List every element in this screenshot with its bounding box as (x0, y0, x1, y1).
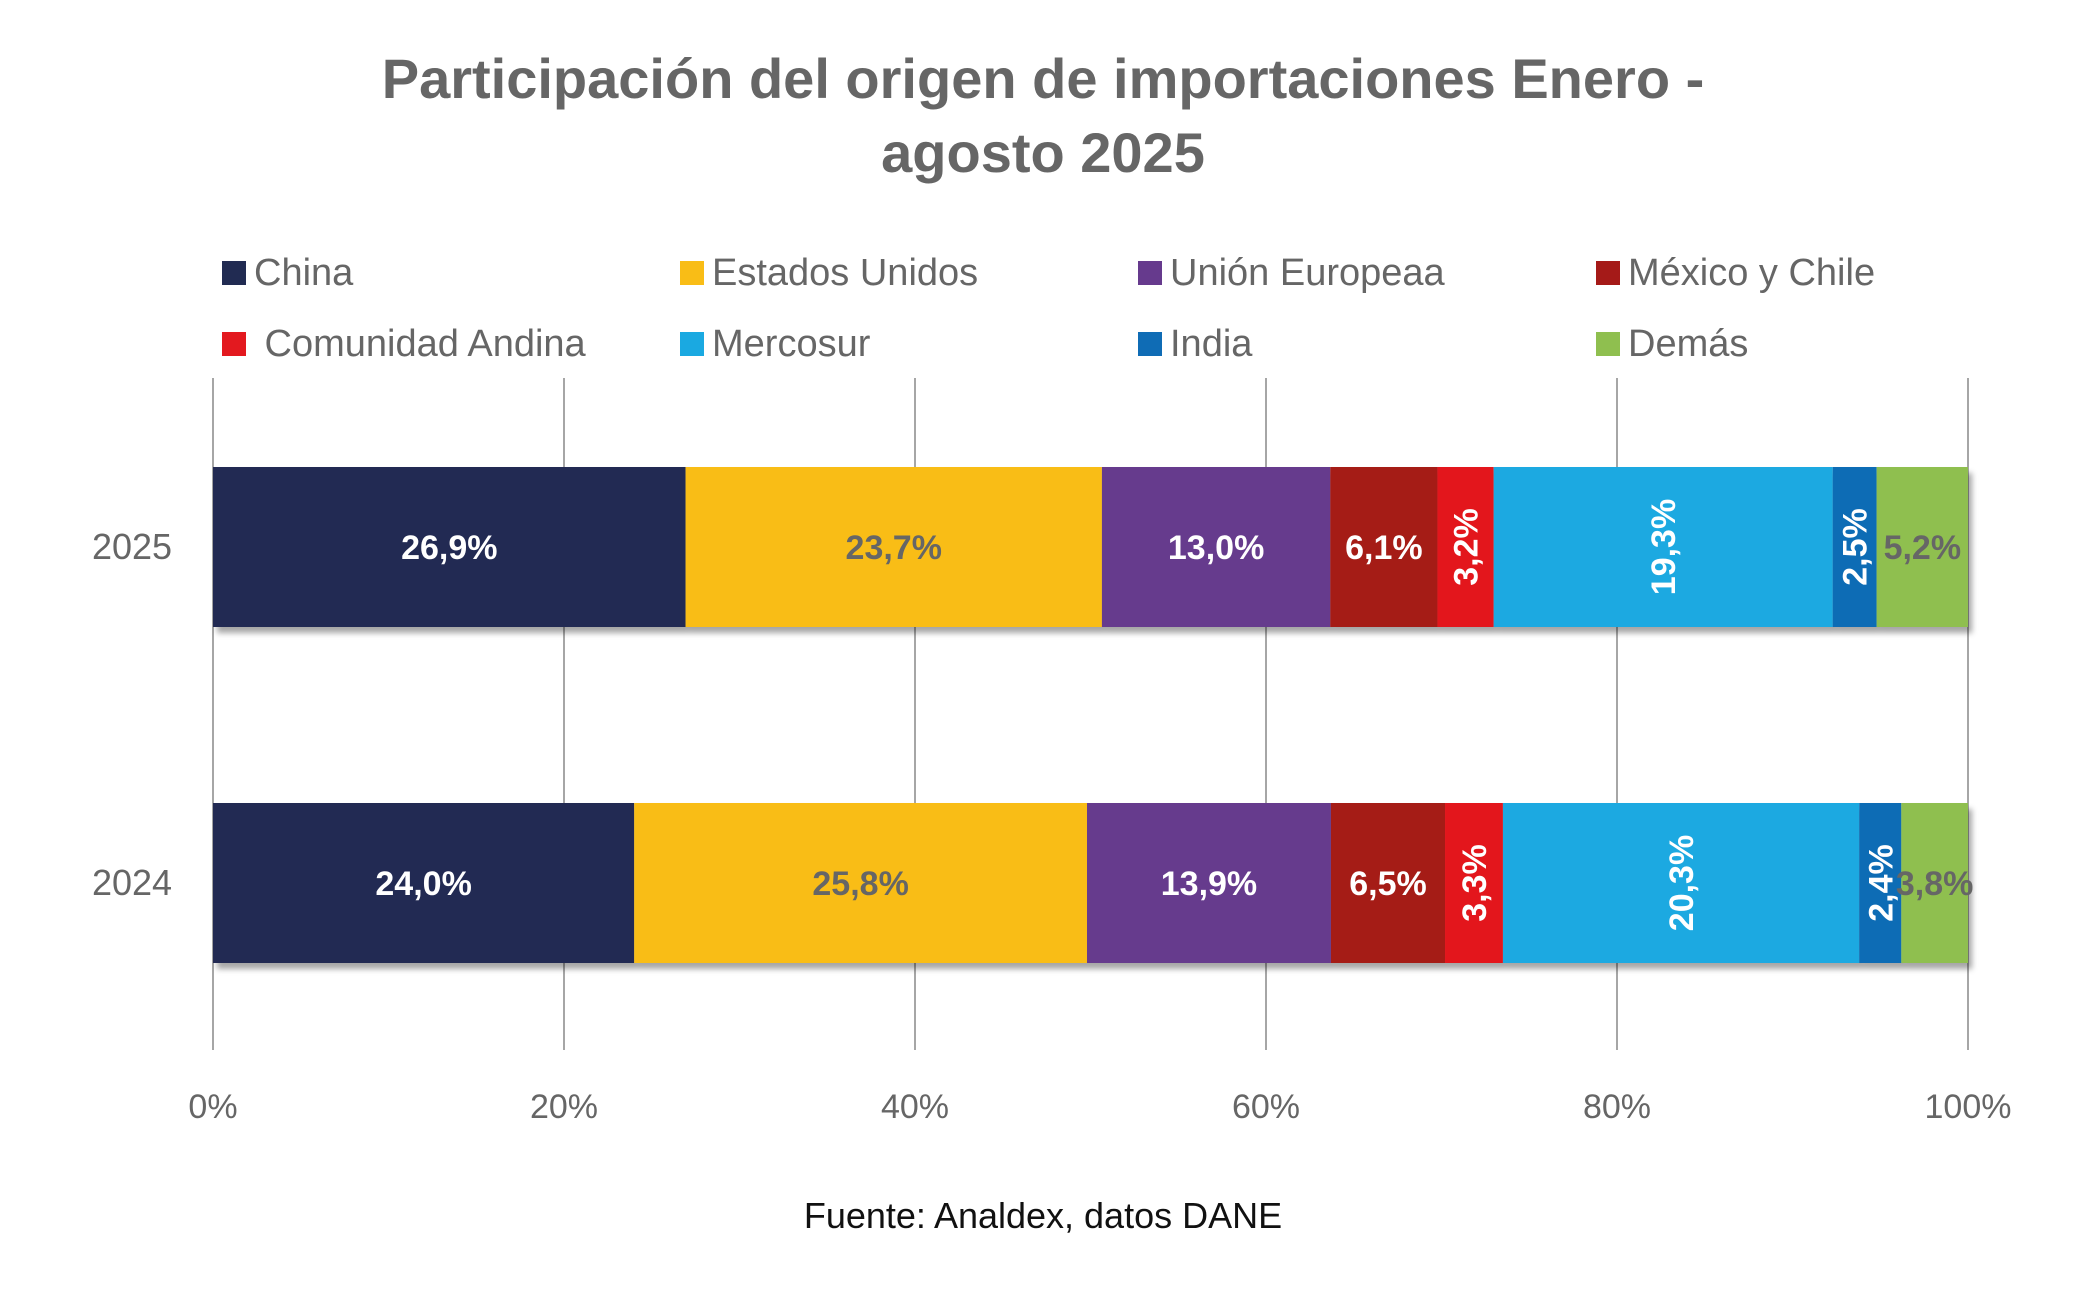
bar-segment-demas-2025 (1876, 467, 1968, 627)
data-label-mexico-y-chile-2024: 6,5% (1349, 865, 1427, 903)
bar-segment-estados-unidos-2024 (634, 803, 1087, 963)
legend-item-union-europeaa: Unión Europeaa (1138, 251, 1445, 294)
x-tick-label: 40% (881, 1088, 949, 1126)
legend-label: Estados Unidos (712, 251, 979, 294)
legend-swatch (680, 261, 704, 285)
bar-segment-demas-2024 (1901, 803, 1968, 963)
bar-segment-comunidad-andina-2025 (1437, 467, 1494, 627)
legend-label: México y Chile (1628, 251, 1876, 294)
y-tick-label-2025: 2025 (92, 526, 172, 567)
legend-label: Mercosur (712, 322, 871, 365)
legend-swatch (1596, 261, 1620, 285)
data-label-comunidad-andina-2025: 3,2% (1448, 508, 1486, 586)
legend-item-demas: Demás (1596, 322, 1749, 365)
legend-item-india: India (1138, 322, 1253, 365)
data-label-estados-unidos-2025: 23,7% (846, 529, 942, 567)
legend-swatch (1596, 332, 1620, 356)
bar-segment-union-europeaa-2025 (1101, 467, 1331, 627)
legend-swatch (680, 332, 704, 356)
data-label-india-2024: 2,4% (1862, 844, 1900, 922)
data-label-mercosur-2025: 19,3% (1645, 499, 1683, 595)
data-labels: 26,9% 23,7% 13,0% 6,1% 3,2% 19,3% 2,5% 5,2% 24,0… (375, 499, 1973, 931)
data-label-mercosur-2024: 20,3% (1663, 835, 1701, 931)
legend-item-estados-unidos: Estados Unidos (680, 251, 979, 294)
data-label-india-2025: 2,5% (1837, 508, 1875, 586)
legend-swatch (1138, 332, 1162, 356)
bar-segment-mexico-y-chile-2024 (1330, 803, 1446, 963)
legend-item-china: China (222, 251, 354, 294)
bar-group-2024 (213, 803, 1968, 963)
bars (213, 467, 1968, 963)
bar-segment-union-europeaa-2024 (1086, 803, 1331, 963)
bar-segment-mercosur-2025 (1493, 467, 1833, 627)
data-label-demas-2024: 3,8% (1896, 865, 1974, 903)
data-label-demas-2025: 5,2% (1884, 529, 1962, 567)
legend-item-mercosur: Mercosur (680, 322, 871, 365)
x-tick-label: 80% (1583, 1088, 1651, 1126)
legend-label: Demás (1628, 322, 1749, 365)
data-label-estados-unidos-2024: 25,8% (812, 865, 908, 903)
x-tick-label: 100% (1925, 1088, 2012, 1126)
data-label-china-2025: 26,9% (401, 529, 497, 567)
source-note: Fuente: Analdex, datos DANE (803, 1195, 1283, 1236)
data-label-mexico-y-chile-2025: 6,1% (1345, 529, 1423, 567)
legend-item-comunidad-andina: Comunidad Andina (222, 322, 586, 365)
legend-swatch (222, 261, 246, 285)
bar-segment-mexico-y-chile-2025 (1330, 467, 1438, 627)
bar-segment-india-2025 (1832, 467, 1877, 627)
data-label-union-europeaa-2024: 13,9% (1161, 865, 1257, 903)
bar-segment-comunidad-andina-2024 (1445, 803, 1503, 963)
bar-segment-estados-unidos-2025 (685, 467, 1102, 627)
axis-labels: 0% 20% 40% 60% 80% 100% 2025 2024 (92, 526, 2012, 1126)
data-label-union-europeaa-2025: 13,0% (1168, 529, 1264, 567)
x-tick-label: 20% (530, 1088, 598, 1126)
data-label-comunidad-andina-2024: 3,3% (1456, 844, 1494, 922)
x-tick-label: 60% (1232, 1088, 1300, 1126)
chart-title-line-2: agosto 2025 (881, 121, 1205, 184)
chart-title-line-1: Participación del origen de importacione… (381, 47, 1705, 110)
legend-label: Unión Europeaa (1170, 251, 1445, 294)
legend-item-mexico-y-chile: México y Chile (1596, 251, 1876, 294)
bar-segment-china-2024 (213, 803, 635, 963)
bar-segment-india-2024 (1859, 803, 1902, 963)
bar-segment-china-2025 (213, 467, 686, 627)
data-label-china-2024: 24,0% (375, 865, 471, 903)
legend-swatch (222, 332, 246, 356)
bar-segment-mercosur-2024 (1502, 803, 1860, 963)
y-tick-label-2024: 2024 (92, 862, 172, 903)
chart-title: Participación del origen de importacione… (0, 42, 2086, 190)
legend-label: India (1170, 322, 1253, 365)
legend-label: Comunidad Andina (254, 322, 586, 365)
legend-swatch (1138, 261, 1162, 285)
x-tick-label: 0% (188, 1088, 237, 1126)
bar-group-2025 (213, 467, 1968, 627)
legend-label: China (254, 251, 354, 294)
